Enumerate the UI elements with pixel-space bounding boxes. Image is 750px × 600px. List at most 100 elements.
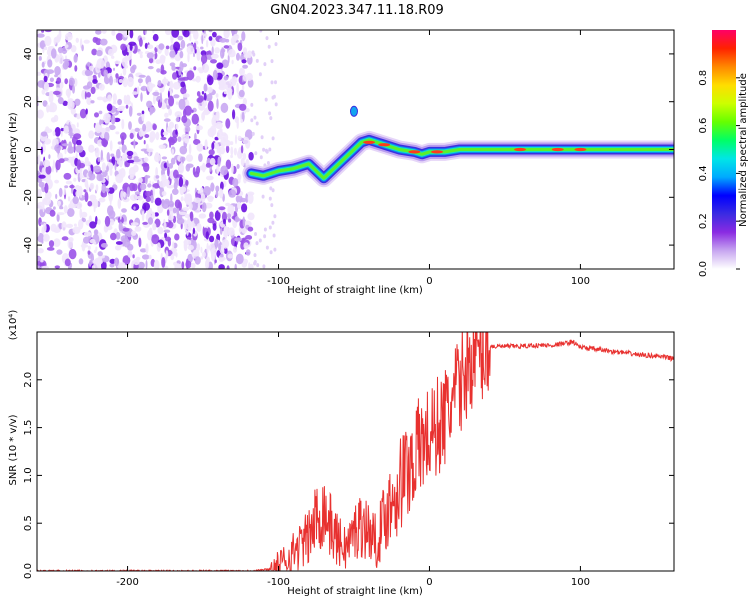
snr-y-tick-label: 1.5 bbox=[23, 420, 34, 436]
noise-speckle bbox=[126, 186, 131, 198]
noise-speckle bbox=[75, 144, 84, 153]
noise-speckle bbox=[183, 108, 187, 118]
noise-speckle bbox=[54, 66, 61, 76]
noise-speckle bbox=[161, 55, 166, 61]
noise-speckle bbox=[120, 132, 127, 141]
noise-speckle bbox=[73, 133, 82, 140]
noise-speckle bbox=[226, 213, 232, 219]
noise-speckle bbox=[55, 193, 58, 200]
noise-speckle bbox=[152, 123, 157, 131]
noise-speckle bbox=[202, 109, 210, 116]
noise-speckle bbox=[114, 257, 120, 267]
noise-speckle bbox=[201, 100, 208, 107]
noise-speckle bbox=[144, 134, 150, 138]
noise-speckle bbox=[203, 83, 208, 92]
noise-speckle bbox=[161, 200, 169, 209]
noise-speckle bbox=[96, 58, 105, 69]
noise-speckle bbox=[167, 221, 174, 229]
noise-speckle bbox=[158, 144, 166, 150]
noise-speckle bbox=[125, 104, 129, 109]
noise-speckle bbox=[214, 136, 219, 141]
noise-speckle bbox=[246, 72, 253, 81]
noise-speckle bbox=[263, 227, 267, 232]
noise-speckle bbox=[109, 263, 115, 268]
noise-speckle bbox=[170, 193, 173, 203]
noise-speckle bbox=[196, 97, 203, 103]
noise-speckle bbox=[145, 259, 148, 269]
noise-speckle bbox=[50, 223, 57, 232]
noise-speckle bbox=[79, 172, 83, 180]
noise-speckle bbox=[58, 158, 65, 164]
noise-speckle bbox=[81, 211, 88, 218]
noise-speckle bbox=[94, 229, 98, 235]
noise-speckle bbox=[123, 191, 126, 198]
noise-speckle bbox=[64, 185, 69, 189]
noise-speckle bbox=[97, 157, 101, 162]
noise-speckle bbox=[39, 40, 46, 50]
noise-speckle bbox=[141, 210, 145, 222]
noise-speckle bbox=[61, 221, 67, 231]
noise-speckle bbox=[215, 185, 220, 192]
noise-speckle bbox=[181, 186, 187, 193]
noise-speckle bbox=[268, 225, 272, 230]
noise-speckle bbox=[219, 227, 223, 235]
noise-speckle bbox=[228, 227, 235, 236]
noise-speckle bbox=[97, 219, 101, 225]
noise-speckle bbox=[145, 196, 151, 203]
noise-speckle bbox=[115, 73, 119, 79]
noise-speckle bbox=[259, 155, 263, 160]
noise-speckle bbox=[44, 182, 49, 194]
noise-speckle bbox=[208, 30, 213, 33]
noise-speckle bbox=[111, 55, 115, 59]
noise-speckle bbox=[179, 61, 184, 72]
noise-speckle bbox=[89, 238, 96, 244]
noise-speckle bbox=[152, 91, 160, 96]
noise-speckle bbox=[63, 205, 68, 214]
noise-speckle bbox=[158, 43, 165, 50]
noise-speckle bbox=[223, 90, 227, 95]
noise-speckle bbox=[187, 52, 190, 63]
noise-speckle bbox=[185, 163, 191, 172]
noise-speckle bbox=[137, 51, 143, 55]
noise-speckle bbox=[218, 243, 222, 252]
noise-speckle bbox=[95, 184, 99, 192]
snr-y-tick-label: 1.0 bbox=[23, 467, 34, 483]
noise-speckle bbox=[108, 124, 116, 131]
noise-speckle bbox=[81, 217, 85, 222]
noise-speckle bbox=[106, 103, 113, 112]
noise-speckle bbox=[207, 100, 214, 112]
noise-speckle bbox=[191, 113, 199, 125]
noise-speckle bbox=[40, 259, 44, 263]
noise-speckle bbox=[220, 102, 229, 113]
noise-speckle bbox=[118, 79, 123, 83]
noise-speckle bbox=[254, 151, 258, 156]
snr-x-tick-label: 0 bbox=[426, 577, 432, 588]
noise-speckle bbox=[179, 211, 187, 216]
noise-speckle bbox=[74, 54, 77, 60]
noise-speckle bbox=[55, 159, 61, 171]
noise-speckle bbox=[137, 195, 144, 201]
noise-speckle bbox=[116, 148, 121, 159]
noise-speckle bbox=[212, 31, 217, 38]
noise-speckle bbox=[205, 231, 209, 240]
noise-speckle bbox=[68, 77, 75, 86]
noise-speckle bbox=[210, 250, 216, 262]
noise-speckle bbox=[253, 253, 257, 258]
noise-speckle bbox=[120, 43, 126, 51]
noise-speckle bbox=[51, 165, 55, 173]
noise-speckle bbox=[134, 191, 141, 195]
noise-speckle bbox=[214, 238, 219, 249]
noise-speckle bbox=[239, 67, 245, 76]
noise-speckle bbox=[84, 91, 87, 100]
noise-speckle bbox=[98, 83, 105, 91]
noise-speckle bbox=[218, 206, 226, 211]
noise-speckle bbox=[138, 237, 142, 248]
noise-speckle bbox=[68, 248, 77, 260]
noise-speckle bbox=[49, 77, 55, 83]
noise-speckle bbox=[196, 143, 204, 152]
noise-speckle bbox=[237, 42, 243, 52]
noise-speckle bbox=[139, 37, 143, 47]
snr-series-line bbox=[37, 332, 674, 571]
noise-speckle bbox=[258, 238, 262, 243]
noise-speckle bbox=[49, 209, 56, 217]
